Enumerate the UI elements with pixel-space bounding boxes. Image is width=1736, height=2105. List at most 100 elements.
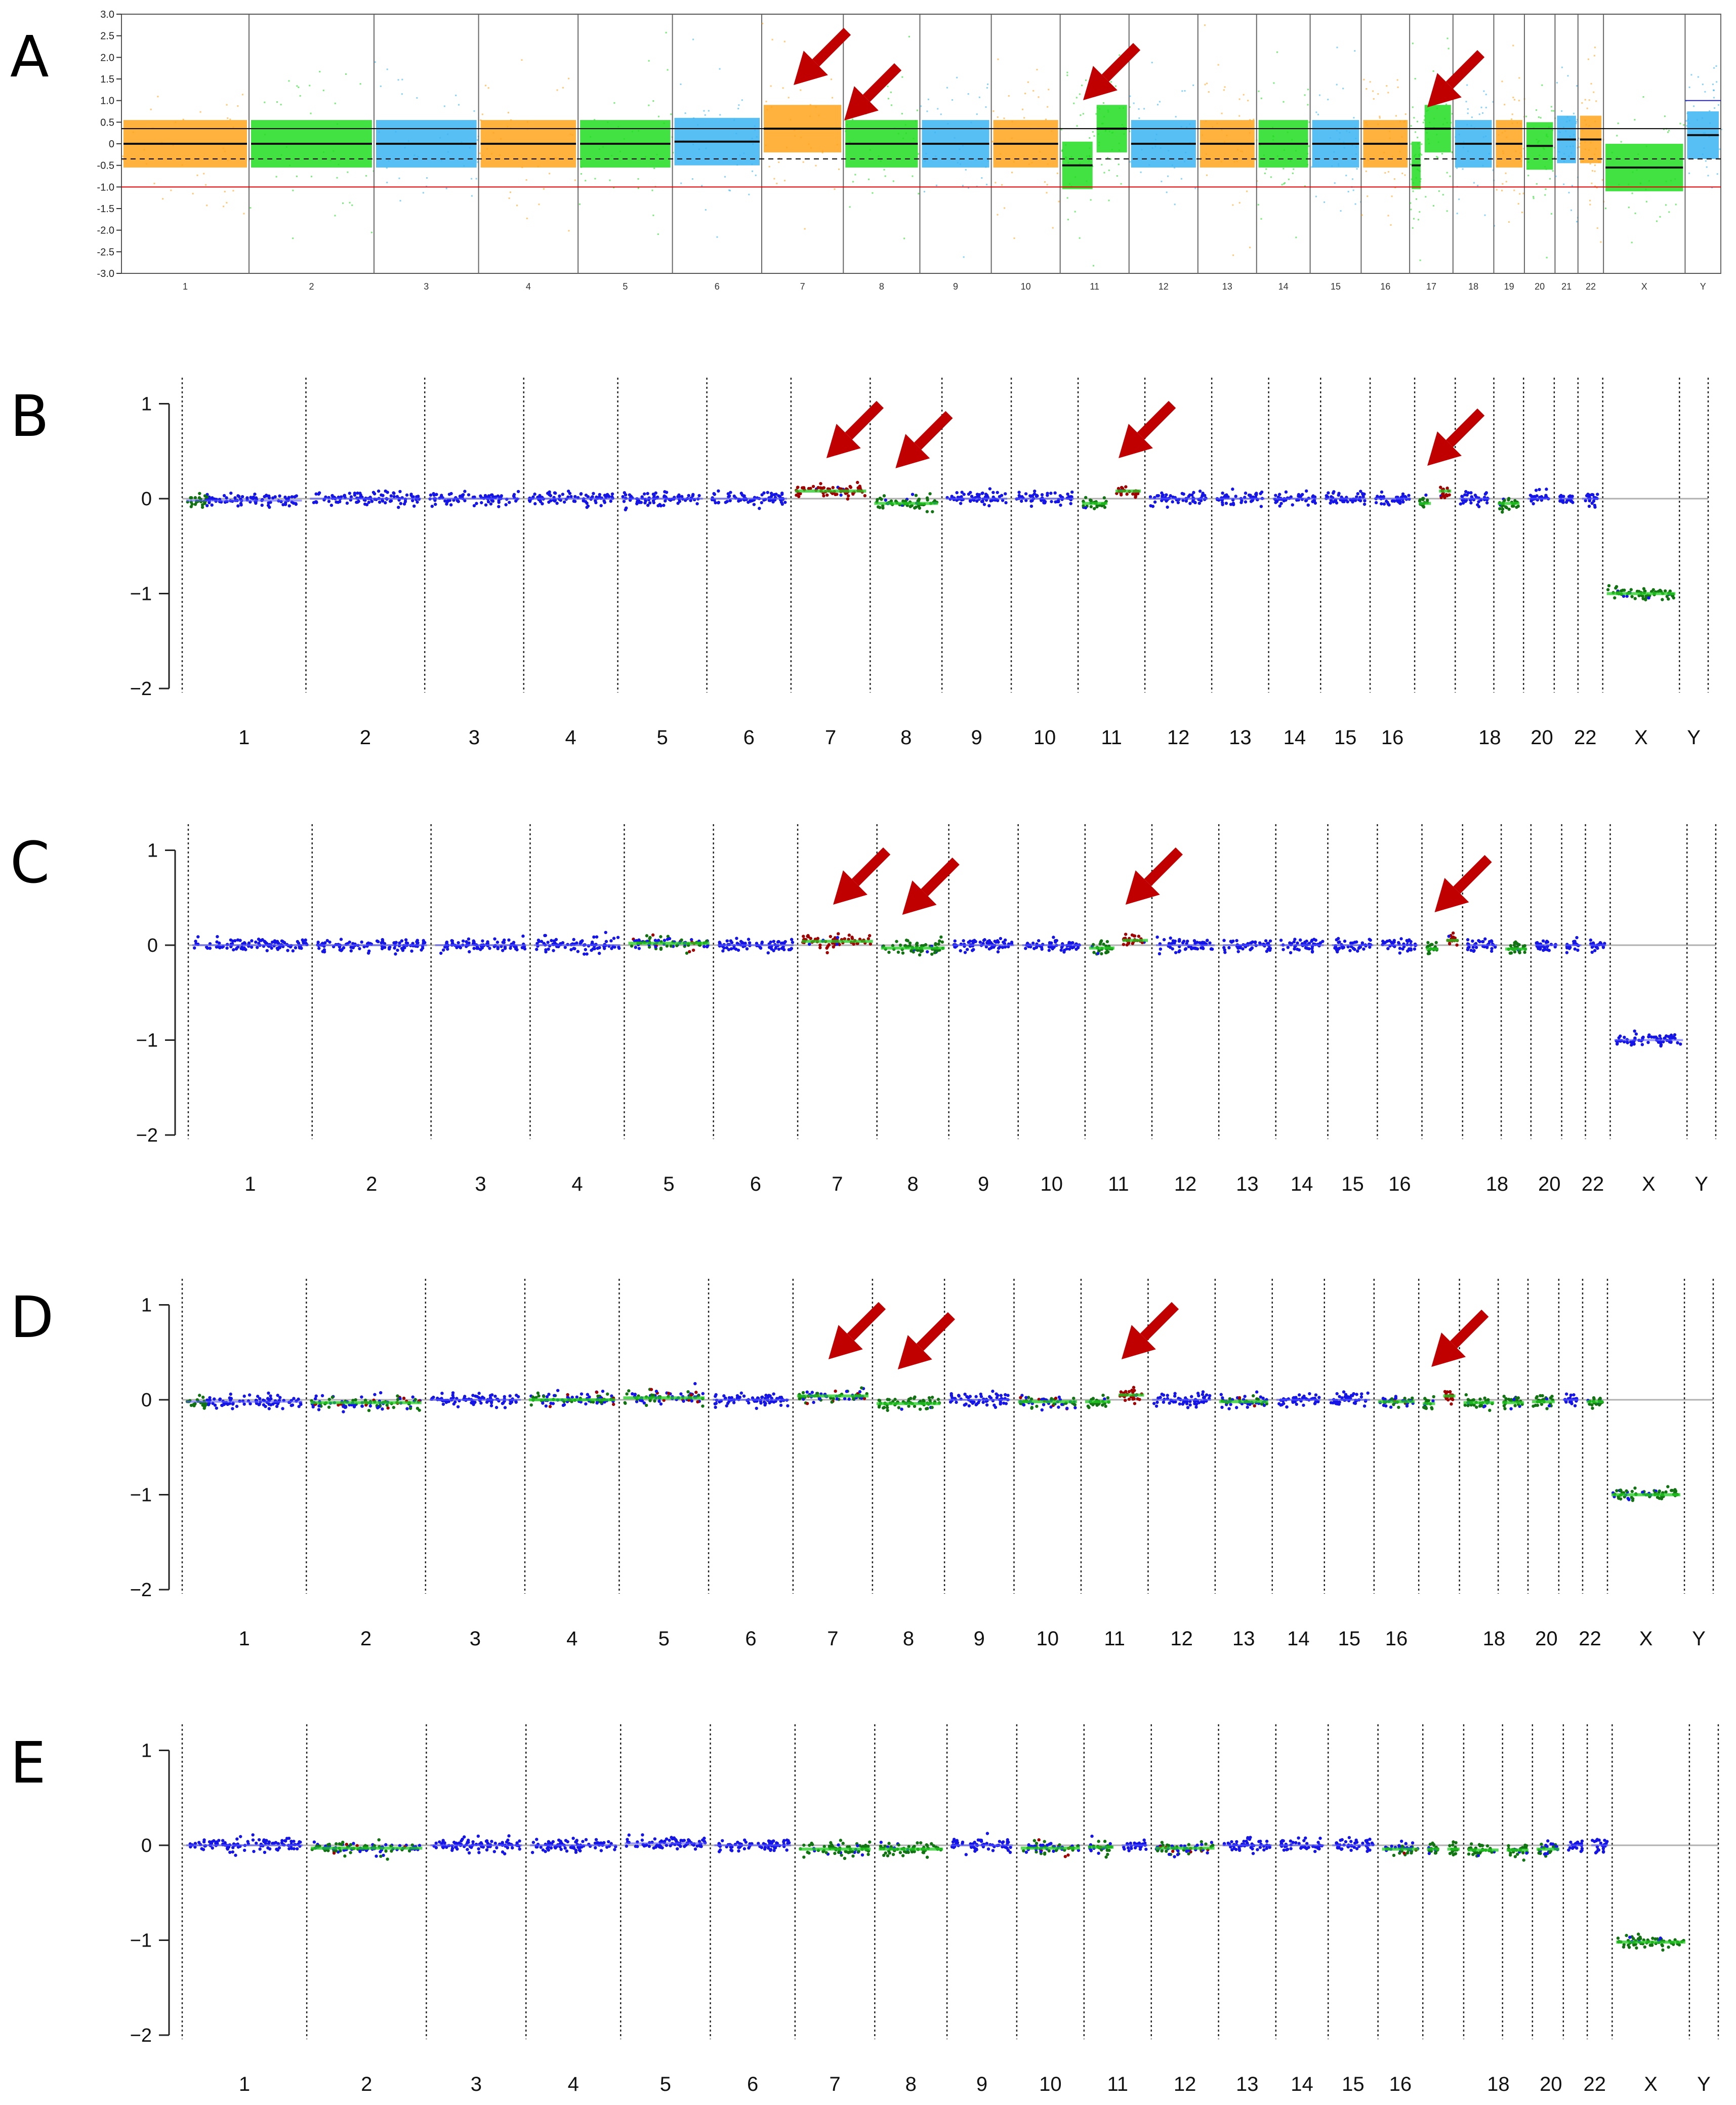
bin-point — [1001, 946, 1004, 949]
probe-dot — [1419, 159, 1421, 161]
bin-point — [659, 935, 662, 938]
chromosome-label-12: 12 — [1167, 726, 1190, 749]
bin-point — [393, 946, 396, 949]
probe-dot — [323, 90, 324, 91]
bin-point — [1194, 1405, 1197, 1408]
bin-point — [1362, 947, 1365, 950]
bin-point — [980, 1395, 983, 1398]
probe-dot — [1421, 143, 1422, 145]
bin-point — [1279, 502, 1283, 505]
probe-dot — [1283, 101, 1285, 103]
bin-point — [287, 504, 291, 507]
bin-point — [328, 1398, 331, 1401]
bin-point — [561, 493, 564, 496]
bin-point — [472, 1403, 475, 1406]
chromosome-label-10: 10 — [1041, 1173, 1063, 1195]
bin-point — [846, 497, 849, 500]
bin-point — [1020, 500, 1023, 503]
probe-dot — [398, 178, 400, 179]
bin-point — [1152, 1402, 1155, 1405]
bin-point — [631, 1392, 634, 1395]
probe-dot — [685, 112, 686, 114]
probe-dot — [1593, 92, 1594, 93]
bin-point — [210, 503, 213, 506]
bin-point — [1124, 933, 1127, 936]
probe-dot — [1370, 81, 1371, 83]
bin-point — [1588, 494, 1591, 497]
bin-point — [1104, 951, 1107, 954]
probe-dot — [1086, 155, 1088, 157]
probe-dot — [986, 87, 988, 89]
probe-dot — [1339, 132, 1341, 134]
probe-dot — [447, 151, 449, 153]
bin-point — [1399, 937, 1402, 940]
bin-point — [702, 945, 706, 948]
probe-dot — [543, 188, 545, 190]
chromosome-points-17 — [1426, 932, 1459, 955]
bin-point — [950, 1392, 953, 1395]
bin-point — [663, 939, 666, 942]
probe-dot — [243, 213, 244, 214]
probe-dot — [1212, 126, 1213, 128]
bin-point — [497, 947, 500, 950]
probe-dot — [1048, 89, 1049, 90]
probe-dot — [548, 157, 550, 159]
bin-point — [493, 937, 496, 940]
probe-dot — [233, 127, 234, 128]
bin-point — [1254, 493, 1257, 496]
bin-point — [396, 1394, 399, 1397]
bin-point — [1481, 940, 1484, 943]
bin-point — [966, 948, 969, 951]
probe-dot — [1276, 52, 1278, 53]
probe-dot — [1013, 161, 1015, 163]
probe-dot — [751, 164, 753, 165]
bin-point — [1177, 501, 1180, 504]
bin-point — [583, 952, 586, 955]
bin-point — [806, 1391, 809, 1394]
bin-point — [634, 946, 637, 949]
bin-point — [1451, 936, 1454, 939]
bin-point — [1630, 588, 1633, 591]
bin-point — [1469, 501, 1472, 504]
bin-point — [467, 938, 470, 941]
bin-point — [493, 1395, 497, 1398]
bin-point — [1163, 938, 1166, 941]
bin-point — [1356, 949, 1359, 952]
probe-dot — [379, 131, 380, 133]
bin-point — [1485, 491, 1488, 494]
probe-dot — [556, 89, 558, 91]
probe-dot — [920, 105, 922, 107]
probe-dot — [264, 134, 266, 135]
probe-dot — [527, 121, 528, 123]
bin-point — [645, 1404, 648, 1407]
bin-point — [463, 1395, 466, 1398]
bin-point — [788, 948, 791, 951]
probe-dot — [1482, 165, 1483, 166]
chromosome-label-20: 20 — [1535, 281, 1545, 292]
probe-dot — [1011, 172, 1013, 173]
probe-dot — [1590, 83, 1592, 85]
probe-dot — [1496, 189, 1498, 190]
probe-dot — [1288, 179, 1290, 180]
bin-point — [1171, 947, 1174, 950]
probe-dot — [485, 85, 486, 86]
bin-point — [657, 1400, 660, 1403]
bin-point — [766, 491, 769, 494]
bin-point — [836, 943, 839, 946]
chromosome-points-1 — [186, 1392, 303, 1410]
bin-point — [694, 1391, 697, 1394]
probe-dot — [1485, 136, 1486, 137]
probe-dot — [1640, 183, 1641, 184]
probe-dot — [1023, 117, 1025, 118]
bin-point — [1546, 948, 1549, 951]
bin-point — [1043, 501, 1046, 504]
probe-dot — [1713, 67, 1715, 69]
bin-point — [726, 939, 729, 942]
bin-point — [816, 486, 819, 489]
bin-point — [1249, 494, 1252, 497]
probe-dot — [482, 113, 483, 115]
probe-dot — [1585, 119, 1586, 121]
probe-dot — [1001, 184, 1003, 186]
bin-point — [294, 946, 297, 949]
bin-point — [755, 1407, 758, 1410]
